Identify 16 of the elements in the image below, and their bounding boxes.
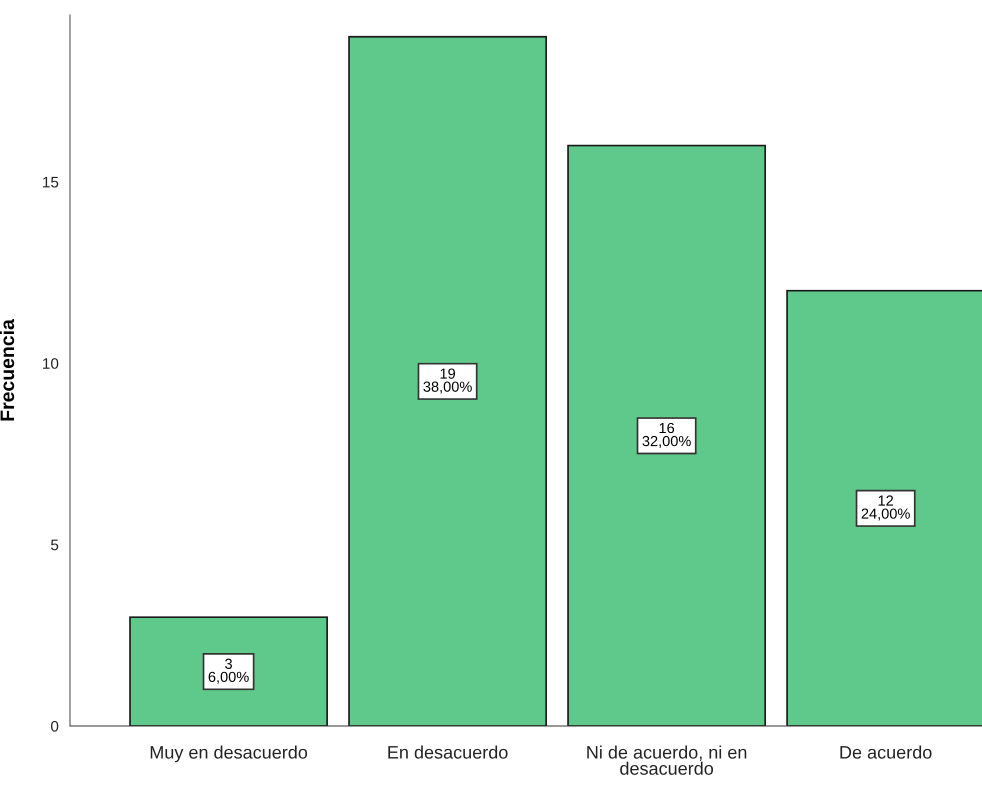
- x-tick-label: De acuerdo: [840, 745, 932, 759]
- data-label: 12 24,00%: [862, 495, 910, 521]
- bar: [567, 144, 766, 726]
- bar: [129, 616, 328, 726]
- y-tick-label: 15: [43, 176, 58, 188]
- data-label: 19 38,00%: [423, 368, 472, 394]
- y-axis-title: Frecuencia: [0, 319, 14, 421]
- x-tick-label: En desacuerdo: [388, 745, 508, 759]
- bar: [348, 36, 547, 726]
- x-tick-label: Ni de acuerdo, ni en desacuerdo: [587, 745, 746, 775]
- data-label: 16 32,00%: [642, 422, 691, 448]
- y-tick-label: 10: [43, 358, 58, 369]
- y-tick-label: 0: [50, 720, 58, 732]
- y-tick-label: 5: [51, 540, 58, 550]
- data-label: 3 6,00%: [208, 658, 249, 684]
- x-tick-label: Muy en desacuerdo: [150, 745, 308, 762]
